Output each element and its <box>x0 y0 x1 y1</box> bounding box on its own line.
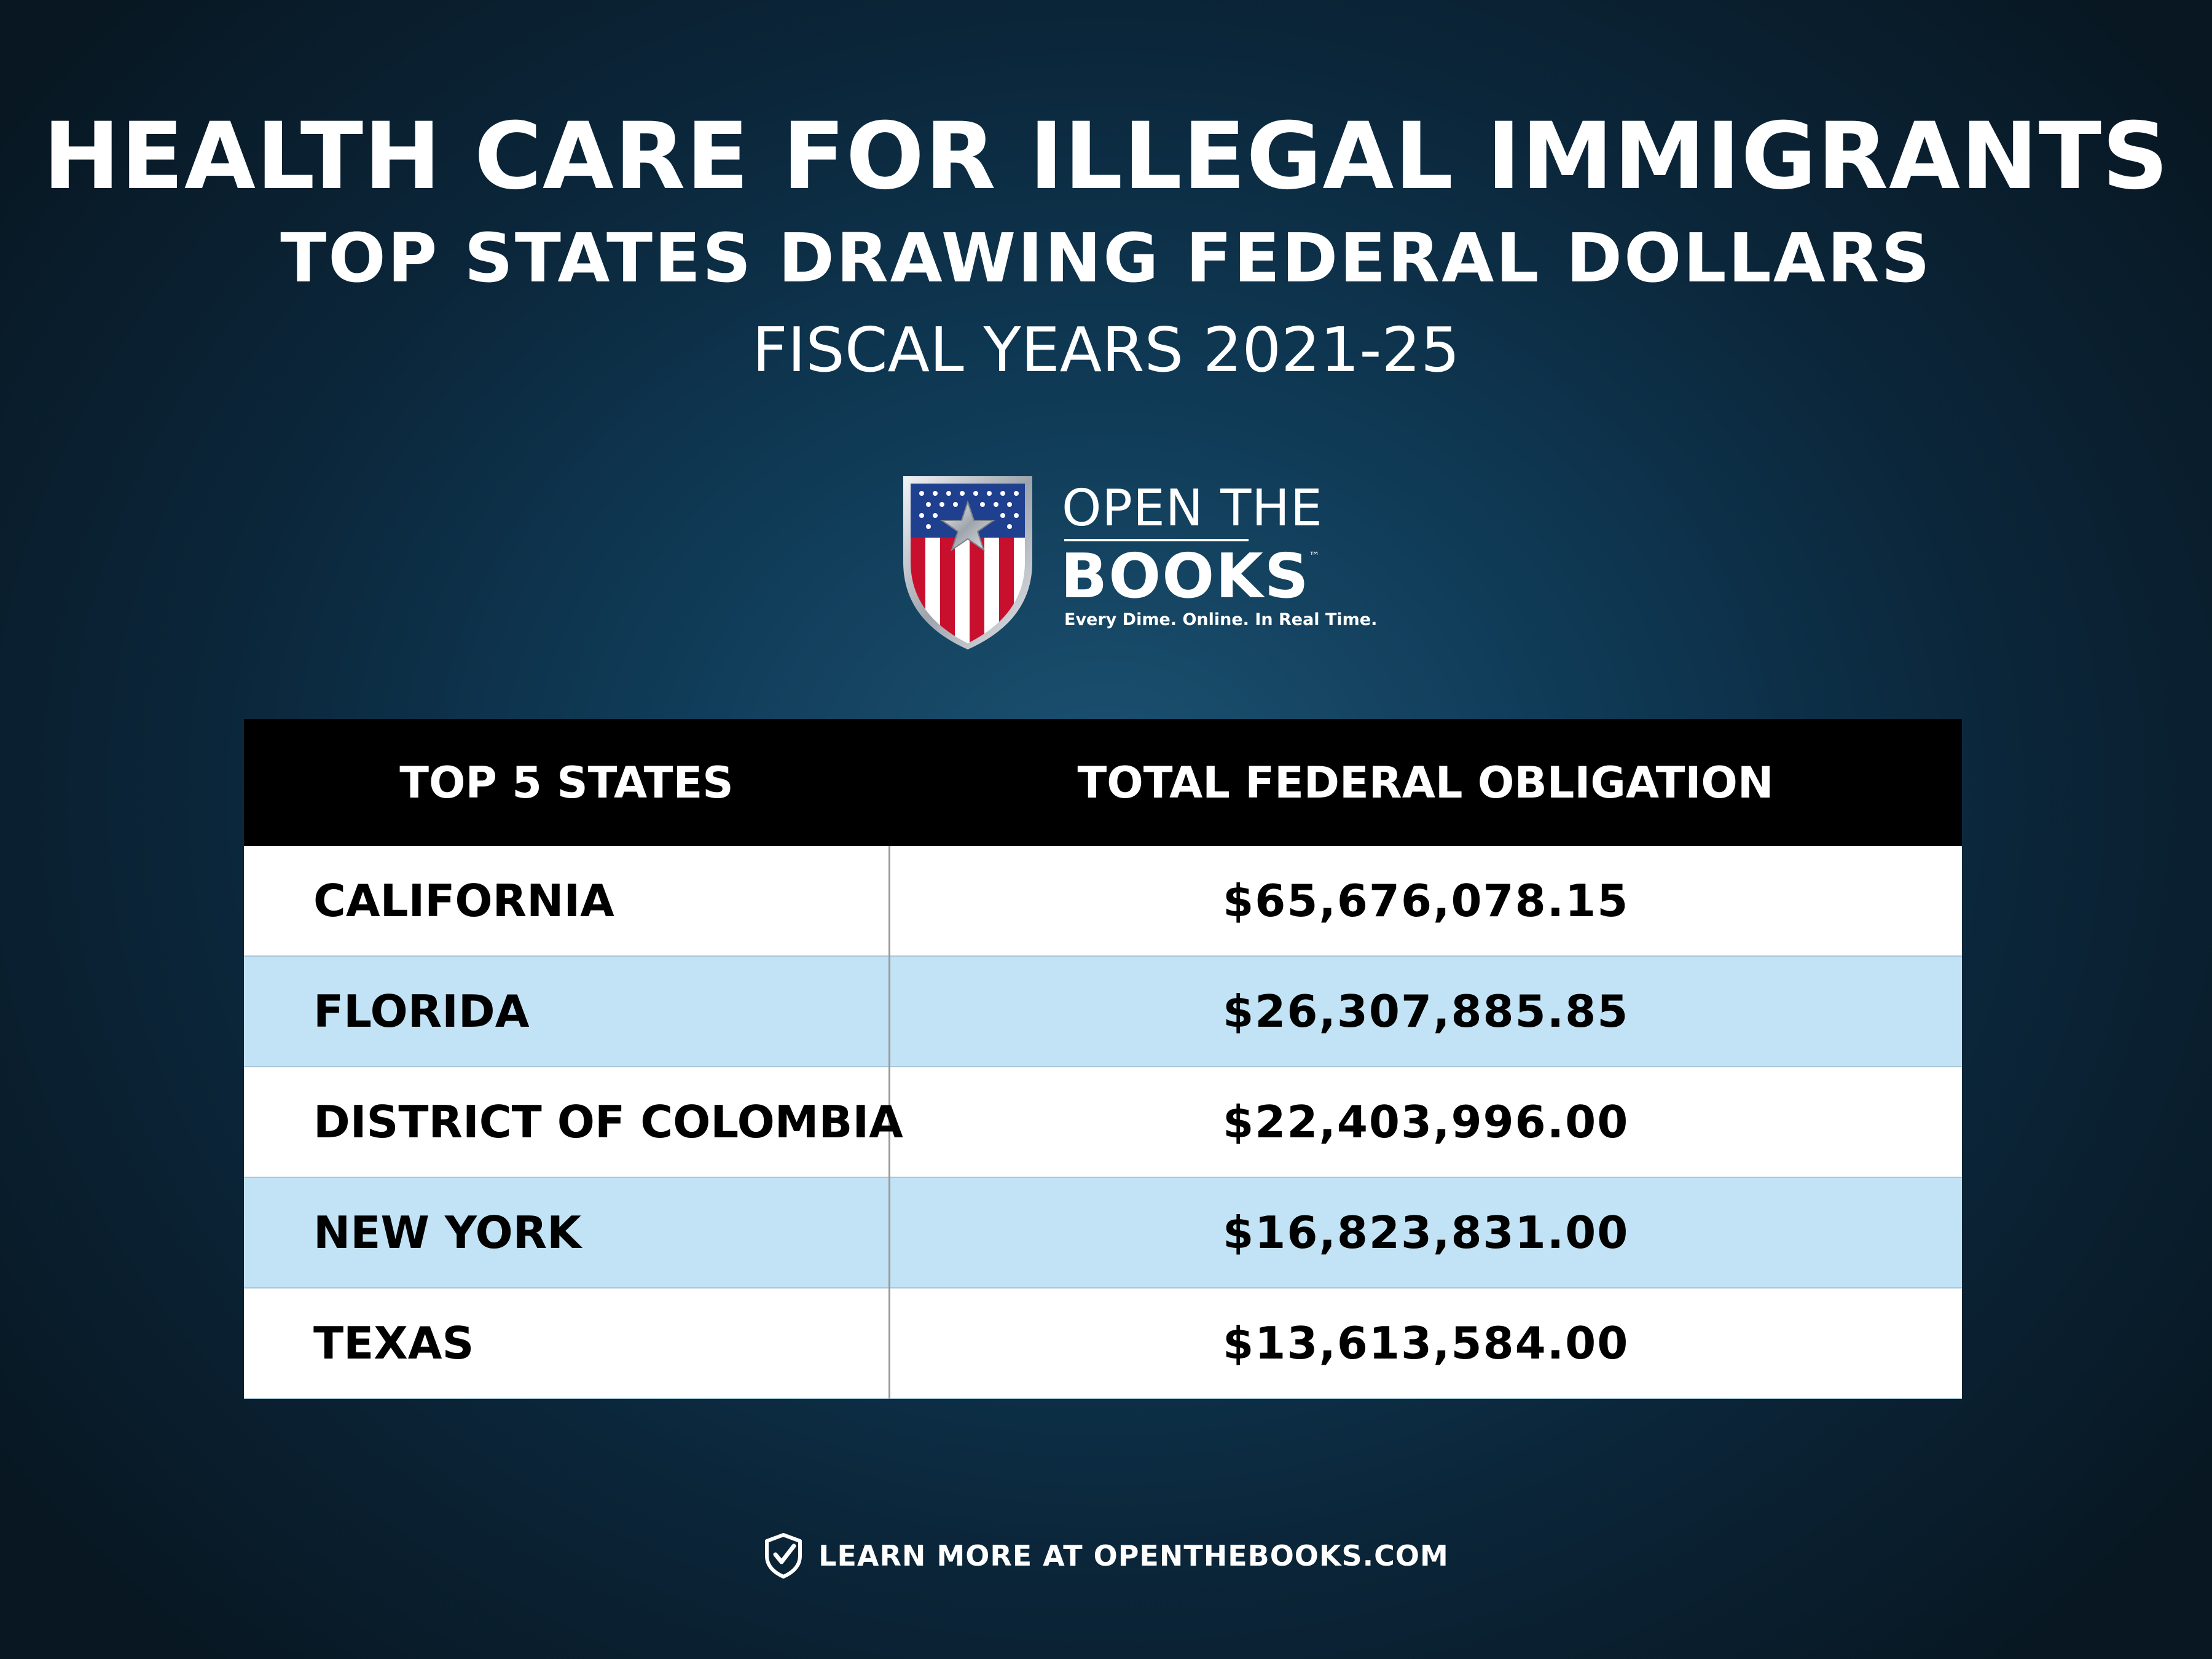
table-row: NEW YORK $16,823,831.00 <box>244 1177 1962 1288</box>
logo-trademark: ™ <box>1309 550 1320 563</box>
footer-text: LEARN MORE AT OPENTHEBOOKS.COM <box>818 1539 1449 1572</box>
state-name: FLORIDA <box>244 956 890 1067</box>
page-title: HEALTH CARE FOR ILLEGAL IMMIGRANTS <box>42 103 2170 210</box>
federal-obligation: $26,307,885.85 <box>889 956 1962 1067</box>
state-name: TEXAS <box>244 1288 890 1399</box>
table-row: CALIFORNIA $65,676,078.15 <box>244 846 1962 957</box>
page-subtitle: TOP STATES DRAWING FEDERAL DOLLARS <box>280 219 1932 297</box>
federal-obligation: $65,676,078.15 <box>889 846 1962 957</box>
table-row: DISTRICT OF COLOMBIA $22,403,996.00 <box>244 1067 1962 1178</box>
top-states-table: TOP 5 STATES TOTAL FEDERAL OBLIGATION CA… <box>244 719 1962 1399</box>
table-row: TEXAS $13,613,584.00 <box>244 1288 1962 1399</box>
federal-obligation: $22,403,996.00 <box>889 1067 1962 1178</box>
logo-line-books: BOOKS <box>1061 540 1310 612</box>
logo-tagline: Every Dime. Online. In Real Time. <box>1064 610 1378 629</box>
state-name: NEW YORK <box>244 1177 890 1288</box>
state-name: CALIFORNIA <box>244 846 890 957</box>
state-name: DISTRICT OF COLOMBIA <box>244 1067 903 1178</box>
footer-link[interactable]: LEARN MORE AT OPENTHEBOOKS.COM <box>0 1531 2212 1580</box>
federal-obligation: $13,613,584.00 <box>889 1288 1962 1399</box>
column-header-states: TOP 5 STATES <box>244 719 889 846</box>
open-the-books-logo: OPEN THE BOOKS ™ Every Dime. Online. In … <box>897 470 1377 654</box>
logo-divider <box>1064 539 1249 541</box>
column-header-obligation: TOTAL FEDERAL OBLIGATION <box>889 719 1962 846</box>
table-header-row: TOP 5 STATES TOTAL FEDERAL OBLIGATION <box>244 719 1962 846</box>
shield-check-icon <box>765 1533 802 1579</box>
federal-obligation: $16,823,831.00 <box>889 1177 1962 1288</box>
fiscal-period: FISCAL YEARS 2021-25 <box>752 314 1460 386</box>
logo-line-open-the: OPEN THE <box>1062 479 1323 538</box>
table-row: FLORIDA $26,307,885.85 <box>244 956 1962 1067</box>
shield-flag-icon <box>903 476 1032 649</box>
